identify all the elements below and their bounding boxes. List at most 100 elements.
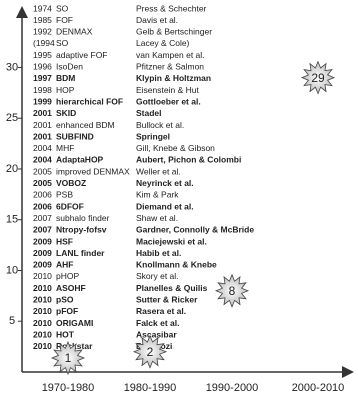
entry-name: VOBOZ — [56, 178, 86, 188]
entry-name: MHF — [56, 143, 74, 153]
entry-year: 1997 — [33, 73, 52, 83]
entry-name: hierarchical FOF — [56, 96, 123, 106]
entry-name: BDM — [56, 73, 75, 83]
entry-author: Maciejewski et al. — [136, 236, 207, 246]
starburst — [300, 60, 336, 95]
entry-author: Planelles & Quilis — [136, 283, 208, 293]
entry-author: Stadel — [136, 108, 162, 118]
entry-name: PSB — [56, 190, 73, 200]
entry-name: 6DFOF — [56, 201, 84, 211]
entry-name: AHF — [56, 260, 73, 270]
entry-year: 2004 — [33, 143, 52, 153]
entry-year: (1994 — [33, 38, 55, 48]
y-tick-label: 30 — [6, 61, 18, 73]
entry-author: Gottloeber et al. — [136, 96, 201, 106]
entry-year: 2007 — [33, 213, 52, 223]
entry-author: Rasera et al. — [136, 306, 186, 316]
entry-name: ORIGAMI — [56, 318, 93, 328]
entry-name: pFOF — [56, 306, 78, 316]
entry-author: Eisenstein & Hut — [136, 85, 199, 95]
entry-year: 1999 — [33, 96, 52, 106]
entry-author: Gardner, Connolly & McBride — [136, 225, 254, 235]
entry-author: Knollmann & Knebe — [136, 260, 217, 270]
entry-year: 2009 — [33, 260, 52, 270]
entry-year: 2001 — [33, 120, 52, 130]
entry-name: AdaptaHOP — [56, 155, 104, 165]
y-tick-label: 5 — [9, 315, 15, 327]
entry-author: Shaw et al. — [136, 213, 178, 223]
entry-author: Lacey & Cole) — [136, 38, 190, 48]
entry-year: 2010 — [33, 329, 52, 339]
entry-year: 2010 — [33, 341, 52, 351]
entry-author: Falck et al. — [136, 318, 179, 328]
entry-name: SO — [56, 3, 69, 13]
entry-name: HSF — [56, 236, 73, 246]
entry-year: 2006 — [33, 190, 52, 200]
entry-name: enhanced BDM — [56, 120, 115, 130]
y-tick-label: 25 — [6, 112, 18, 124]
entry-name: SKID — [56, 108, 76, 118]
entry-year: 2005 — [33, 166, 52, 176]
entry-year: 2005 — [33, 178, 52, 188]
entry-year: 2007 — [33, 225, 52, 235]
entry-year: 1985 — [33, 15, 52, 25]
entry-name: Ntropy-fofsv — [56, 225, 107, 235]
starburst — [214, 273, 250, 308]
entry-author: Davis et al. — [136, 15, 178, 25]
entry-name: HOT — [56, 329, 75, 339]
entry-year: 2009 — [33, 236, 52, 246]
entry-author: Gelb & Bertschinger — [136, 27, 212, 37]
entry-author: Pfitzner & Salmon — [136, 62, 204, 72]
value-label: 2 — [147, 345, 154, 359]
entry-name: adaptive FOF — [56, 50, 108, 60]
x-tick-label: 1980-1990 — [124, 382, 177, 394]
entry-author: Gill, Knebe & Gibson — [136, 143, 215, 153]
entry-year: 2010 — [33, 283, 52, 293]
entry-year: 2001 — [33, 108, 52, 118]
entry-name: LANL finder — [56, 248, 105, 258]
entry-author: Skory et al. — [136, 271, 179, 281]
entry-author: Aubert, Pichon & Colombi — [136, 155, 241, 165]
entry-author: Ascasibar — [136, 329, 177, 339]
entry-name: DENMAX — [56, 27, 93, 37]
entry-author: Springel — [136, 131, 170, 141]
entry-author: Press & Schechter — [136, 3, 207, 13]
entry-year: 2006 — [33, 201, 52, 211]
y-tick-label: 10 — [6, 264, 18, 276]
x-tick-label: 2000-2010 — [292, 382, 345, 394]
entry-name: SO — [56, 38, 69, 48]
entry-name: SUBFIND — [56, 131, 94, 141]
entry-year: 1995 — [33, 50, 52, 60]
entry-year: 2010 — [33, 306, 52, 316]
entry-name: ASOHF — [56, 283, 86, 293]
y-tick-label: 15 — [6, 214, 18, 226]
entry-author: Diemand et al. — [136, 201, 194, 211]
entry-author: Weller et al. — [136, 166, 181, 176]
entry-year: 2004 — [33, 155, 52, 165]
x-tick-label: 1970-1980 — [42, 382, 95, 394]
entry-name: subhalo finder — [56, 213, 110, 223]
entry-name: pSO — [56, 295, 74, 305]
entry-author: Neyrinck et al. — [136, 178, 194, 188]
entry-year: 2009 — [33, 248, 52, 258]
value-label: 8 — [229, 284, 236, 298]
entry-author: Kim & Park — [136, 190, 179, 200]
starburst — [50, 340, 86, 376]
entry-name: improved DENMAX — [56, 166, 130, 176]
entry-author: Habib et al. — [136, 248, 181, 258]
entry-year: 1996 — [33, 62, 52, 72]
entry-year: 2010 — [33, 318, 52, 328]
entry-name: HOP — [56, 85, 75, 95]
entry-year: 1998 — [33, 85, 52, 95]
entry-author: van Kampen et al. — [136, 50, 205, 60]
entry-name: IsoDen — [56, 62, 83, 72]
entry-year: 2010 — [33, 295, 52, 305]
entry-author: Sutter & Ricker — [136, 295, 198, 305]
y-tick-label: 20 — [6, 163, 18, 175]
x-tick-label: 1990-2000 — [206, 382, 259, 394]
value-label: 29 — [311, 71, 325, 85]
entry-year: 1992 — [33, 27, 52, 37]
entry-year: 2001 — [33, 131, 52, 141]
starburst — [132, 334, 168, 369]
